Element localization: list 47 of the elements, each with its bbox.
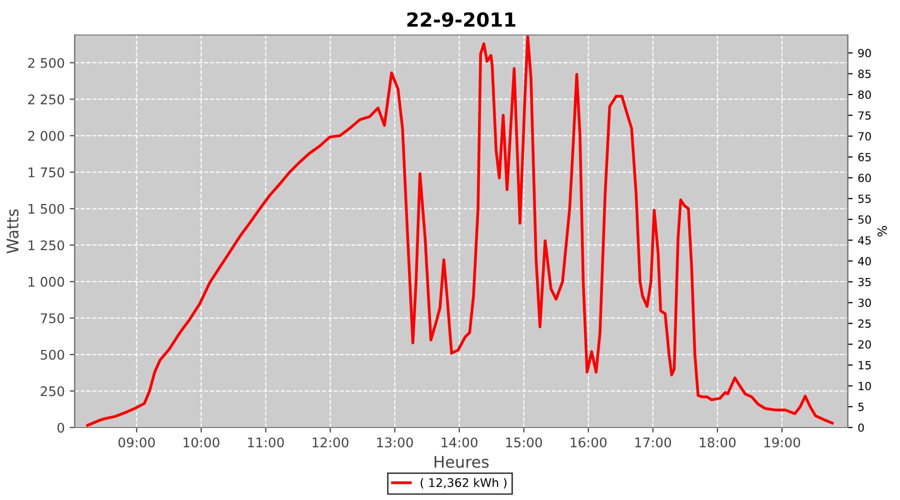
x-tick-label: 10:00 — [184, 437, 220, 448]
x-axis-title: Heures — [434, 456, 489, 468]
y-tick-label: 0 — [57, 422, 64, 433]
y-tick-label: 500 — [40, 350, 64, 360]
y-axis-title: Watts — [6, 209, 19, 254]
y2-tick-label: 45 — [858, 236, 871, 245]
y2-tick-label: 70 — [858, 132, 871, 141]
y-tick-label: 1 500 — [28, 204, 64, 214]
y2-tick-label: 20 — [858, 340, 871, 349]
y2-tick-label: 10 — [858, 382, 871, 390]
x-tick-label: 14:00 — [442, 437, 478, 448]
x-tick-label: 17:00 — [635, 437, 672, 448]
y2-tick-label: 5 — [858, 402, 864, 412]
y2-tick-label: 55 — [858, 194, 871, 203]
y2-tick-label: 40 — [858, 256, 871, 266]
x-tick-label: 12:00 — [312, 437, 348, 448]
line-series — [86, 35, 834, 427]
y2-tick-label: 90 — [858, 48, 871, 58]
y2-tick-label: 30 — [858, 298, 871, 308]
y-tick-label: 2 500 — [28, 58, 64, 68]
y2-axis-title: % — [877, 226, 887, 236]
y2-tick-label: 80 — [858, 90, 871, 99]
y2-tick-label: 25 — [858, 319, 871, 328]
y2-tick-label: 65 — [858, 152, 871, 162]
y-tick-label: 1 750 — [28, 167, 64, 178]
y2-tick-label: 0 — [858, 423, 864, 432]
y-tick-label: 1 250 — [28, 240, 64, 250]
y2-tick-label: 15 — [858, 361, 871, 370]
y2-tick-label: 35 — [858, 278, 871, 286]
x-tick-label: 15:00 — [506, 437, 542, 448]
y-tick-label: 1 000 — [28, 276, 64, 287]
y2-tick-label: 85 — [858, 70, 871, 78]
y-tick-label: 2 000 — [28, 130, 64, 141]
y-tick-label: 2 250 — [28, 94, 64, 104]
y2-tick-label: 60 — [858, 174, 871, 182]
x-tick-label: 09:00 — [118, 437, 155, 448]
x-tick-label: 18:00 — [700, 437, 736, 448]
x-tick-label: 13:00 — [377, 437, 413, 448]
chart-title: 22-9-2011 — [407, 12, 516, 27]
y-tick-label: 250 — [40, 386, 64, 396]
y-tick-label: 750 — [40, 313, 64, 324]
x-tick-label: 11:00 — [248, 437, 284, 448]
x-tick-label: 16:00 — [570, 437, 607, 448]
y2-tick-label: 50 — [858, 215, 871, 224]
x-tick-label: 19:00 — [764, 437, 800, 448]
legend-label: ( 12,362 kWh ) — [420, 478, 506, 488]
y2-tick-label: 75 — [858, 111, 871, 120]
